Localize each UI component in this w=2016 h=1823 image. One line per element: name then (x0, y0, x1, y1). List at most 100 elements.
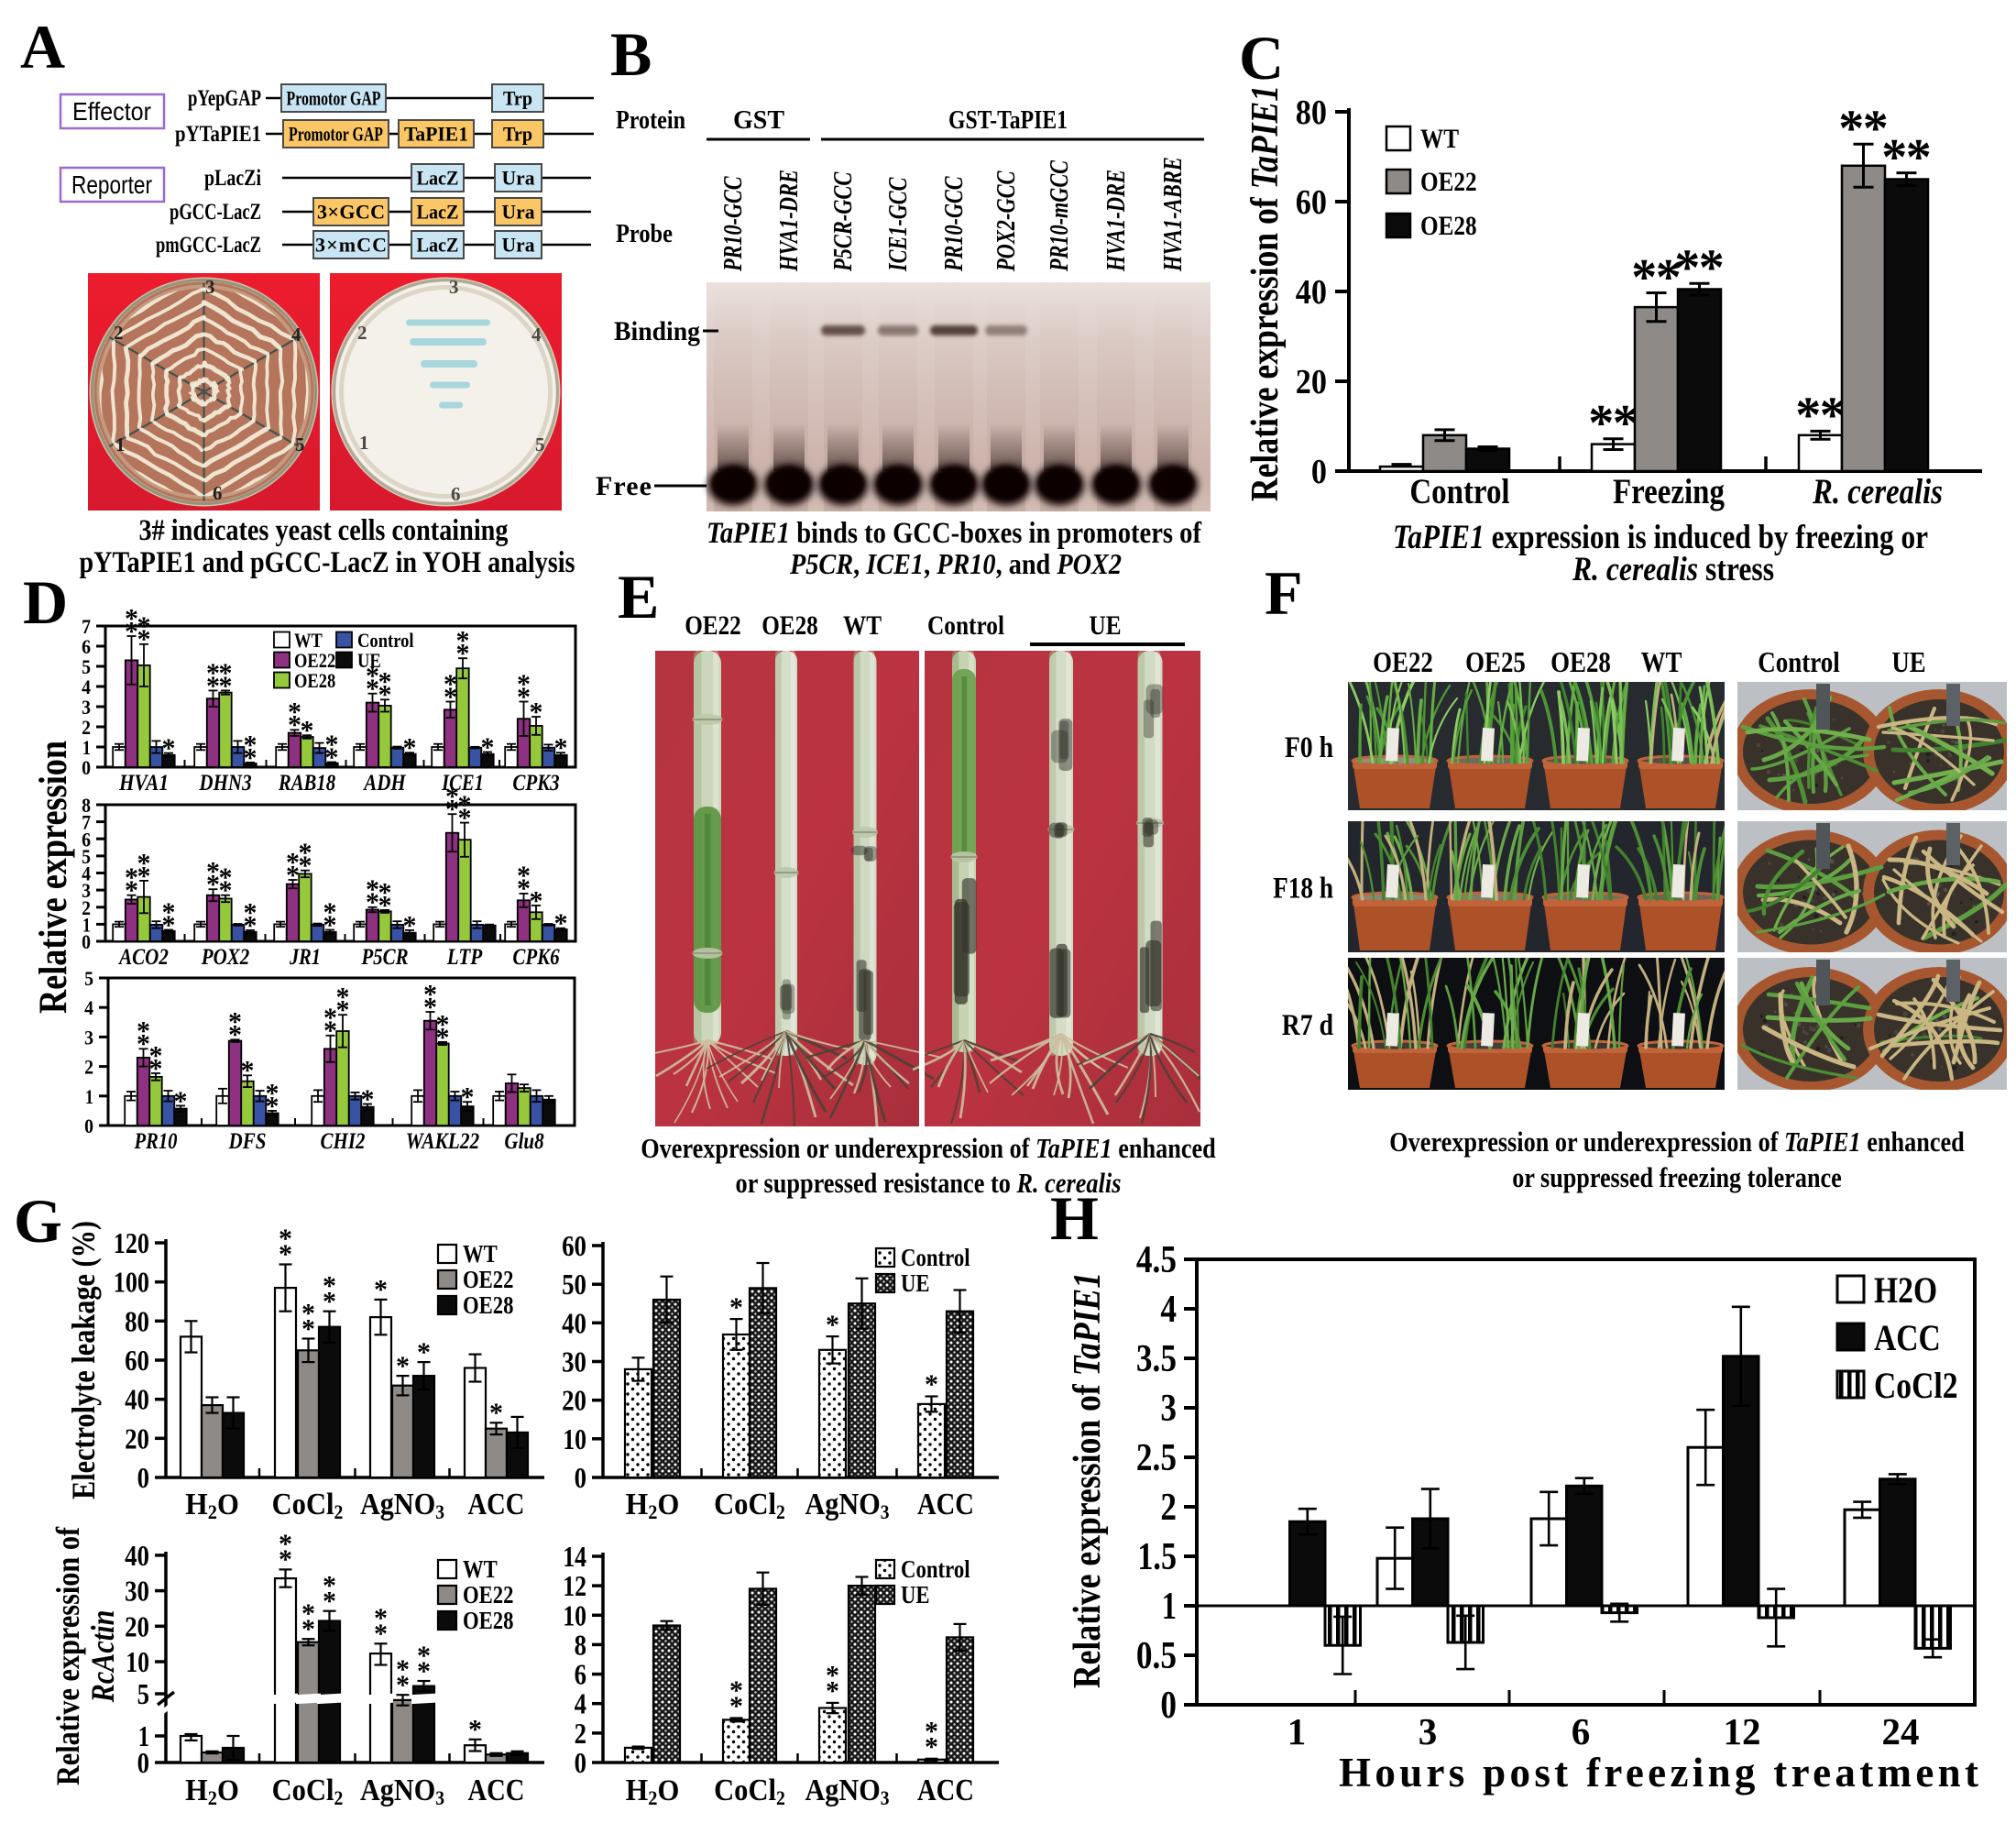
svg-text:RcActin: RcActin (84, 1610, 121, 1704)
svg-text:CoCl2: CoCl2 (1874, 1365, 1958, 1406)
svg-text:50: 50 (562, 1268, 586, 1301)
svg-text:1: 1 (115, 434, 126, 456)
svg-text:ACC: ACC (917, 1774, 974, 1807)
svg-text:OE22: OE22 (294, 649, 335, 672)
svg-text:*: * (378, 667, 392, 697)
svg-text:*: * (279, 1529, 292, 1559)
svg-text:*: * (286, 847, 300, 877)
svg-text:*: * (301, 1298, 315, 1328)
svg-text:*: * (288, 710, 301, 741)
svg-text:Effector: Effector (72, 97, 151, 126)
svg-text:7: 7 (82, 811, 91, 834)
svg-text:P5CR: P5CR (361, 945, 409, 970)
svg-text:*: * (125, 875, 138, 906)
svg-text:*: * (517, 669, 531, 699)
svg-text:Promotor GAP: Promotor GAP (287, 87, 381, 110)
svg-text:H2O: H2O (185, 1774, 239, 1809)
svg-text:LacZ: LacZ (417, 234, 459, 257)
svg-text:40: 40 (125, 1539, 149, 1572)
svg-text:10: 10 (126, 1645, 149, 1678)
svg-text:*: * (444, 669, 457, 699)
svg-text:*: * (241, 1056, 255, 1086)
svg-text:*: * (301, 1598, 315, 1629)
svg-text:OE22: OE22 (685, 610, 741, 641)
svg-text:*: * (456, 626, 470, 656)
svg-text:*: * (925, 1717, 938, 1747)
svg-text:0: 0 (575, 1746, 586, 1779)
svg-text:TaPIE1: TaPIE1 (404, 123, 468, 146)
svg-text:*: * (323, 1286, 336, 1316)
svg-text:1: 1 (138, 1719, 149, 1752)
svg-text:P5CR-GCC: P5CR-GCC (829, 171, 858, 271)
svg-text:AgNO3: AgNO3 (805, 1488, 890, 1523)
svg-text:*: * (554, 733, 568, 763)
svg-text:*: * (336, 983, 350, 1013)
svg-text:1.5: 1.5 (1137, 1536, 1177, 1578)
svg-text:*: * (374, 1603, 388, 1633)
svg-text:*: * (925, 1732, 938, 1763)
svg-text:2: 2 (82, 716, 91, 739)
svg-text:*: * (530, 885, 543, 916)
svg-text:*: * (137, 624, 151, 654)
svg-text:0: 0 (137, 1746, 149, 1779)
svg-text:UE: UE (1891, 645, 1925, 678)
svg-text:*: * (137, 848, 151, 878)
svg-text:*: * (517, 873, 531, 904)
svg-text:*: * (219, 671, 233, 701)
svg-text:5: 5 (535, 434, 545, 456)
svg-text:0: 0 (1311, 453, 1327, 491)
svg-text:ACC: ACC (468, 1774, 525, 1807)
svg-text:or suppressed freezing toleran: or suppressed freezing tolerance (1512, 1161, 1841, 1193)
svg-text:PR10-GCC: PR10-GCC (940, 176, 969, 272)
svg-text:5: 5 (295, 434, 305, 456)
svg-text:*: * (244, 910, 257, 940)
svg-text:*: * (445, 795, 459, 825)
svg-text:Relative expression of TaPIE1: Relative expression of TaPIE1 (1244, 85, 1287, 501)
svg-text:*: * (1863, 101, 1889, 158)
svg-text:DHN3: DHN3 (199, 771, 252, 796)
svg-text:*: * (228, 1007, 242, 1038)
svg-text:2: 2 (82, 896, 91, 919)
svg-text:6: 6 (1572, 1710, 1591, 1752)
svg-text:Control: Control (901, 1555, 970, 1583)
svg-text:*: * (517, 682, 531, 712)
svg-text:Electrolyte leakage (%): Electrolyte leakage (%) (65, 1221, 102, 1499)
svg-text:*: * (299, 851, 312, 881)
svg-text:WT: WT (294, 629, 323, 652)
svg-text:HVA1: HVA1 (118, 771, 169, 796)
svg-text:*: * (530, 697, 543, 727)
svg-text:*: * (366, 874, 379, 905)
svg-text:*: * (206, 658, 220, 688)
svg-text:GST: GST (733, 106, 784, 135)
svg-text:0: 0 (575, 1461, 586, 1494)
svg-text:80: 80 (125, 1304, 149, 1337)
svg-text:5: 5 (82, 845, 91, 868)
svg-text:PR10-mGCC: PR10-mGCC (1046, 160, 1074, 272)
svg-text:40: 40 (125, 1383, 149, 1416)
svg-text:20: 20 (125, 1609, 149, 1642)
svg-text:CoCl2: CoCl2 (272, 1488, 344, 1523)
svg-text:*: * (423, 992, 437, 1022)
svg-text:UE: UE (901, 1581, 930, 1609)
svg-text:*: * (826, 1661, 839, 1691)
svg-text:*: * (279, 1239, 292, 1269)
svg-text:Control: Control (1758, 645, 1840, 678)
svg-text:4: 4 (531, 324, 542, 346)
svg-text:*: * (458, 790, 472, 820)
svg-text:4: 4 (291, 324, 301, 346)
svg-text:1: 1 (82, 913, 91, 936)
svg-text:*: * (162, 897, 176, 928)
svg-text:*: * (1631, 249, 1657, 306)
svg-text:CHI2: CHI2 (321, 1129, 366, 1154)
svg-text:1: 1 (82, 736, 91, 759)
svg-text:7: 7 (82, 615, 91, 638)
svg-text:*: * (336, 995, 350, 1026)
svg-text:*: * (323, 1570, 336, 1600)
svg-text:Reporter: Reporter (71, 170, 152, 199)
svg-text:PR10: PR10 (134, 1129, 178, 1154)
svg-text:*: * (1588, 395, 1614, 452)
svg-text:*: * (219, 875, 233, 906)
svg-text:30: 30 (562, 1345, 586, 1378)
svg-text:Hours post freezing treatment: Hours post freezing treatment (1339, 1750, 1978, 1796)
svg-text:OE28: OE28 (761, 610, 818, 641)
